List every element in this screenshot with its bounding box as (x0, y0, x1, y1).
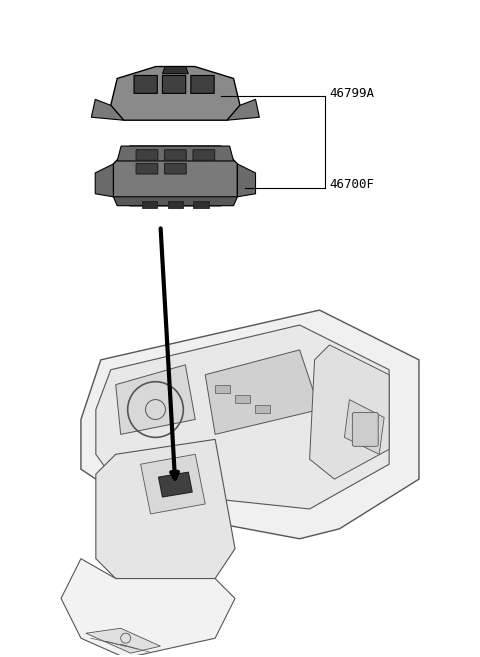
FancyBboxPatch shape (168, 201, 183, 208)
FancyBboxPatch shape (136, 150, 158, 160)
FancyBboxPatch shape (165, 150, 186, 160)
Text: 46799A: 46799A (329, 87, 374, 100)
Polygon shape (205, 350, 320, 434)
FancyBboxPatch shape (165, 164, 186, 174)
Polygon shape (162, 66, 188, 74)
FancyBboxPatch shape (193, 201, 209, 208)
Text: 46700F: 46700F (329, 178, 374, 191)
Bar (215, 384, 230, 393)
Polygon shape (310, 345, 389, 479)
Polygon shape (111, 66, 240, 120)
Polygon shape (61, 558, 235, 657)
Bar (255, 405, 270, 413)
Polygon shape (141, 454, 205, 514)
FancyBboxPatch shape (136, 164, 158, 174)
FancyBboxPatch shape (142, 201, 157, 208)
Polygon shape (96, 325, 389, 509)
Polygon shape (95, 164, 113, 196)
Polygon shape (86, 628, 160, 653)
FancyBboxPatch shape (352, 413, 378, 446)
FancyBboxPatch shape (193, 150, 215, 160)
Polygon shape (116, 365, 195, 434)
Polygon shape (113, 146, 238, 206)
FancyBboxPatch shape (162, 76, 186, 93)
FancyBboxPatch shape (191, 76, 214, 93)
Polygon shape (344, 399, 384, 454)
Polygon shape (81, 310, 419, 539)
Polygon shape (113, 196, 238, 206)
FancyBboxPatch shape (134, 76, 157, 93)
Polygon shape (238, 164, 255, 196)
Polygon shape (117, 146, 234, 161)
Bar (235, 395, 250, 403)
Polygon shape (227, 99, 259, 120)
Polygon shape (91, 99, 124, 120)
Polygon shape (158, 472, 192, 497)
Polygon shape (96, 440, 235, 579)
